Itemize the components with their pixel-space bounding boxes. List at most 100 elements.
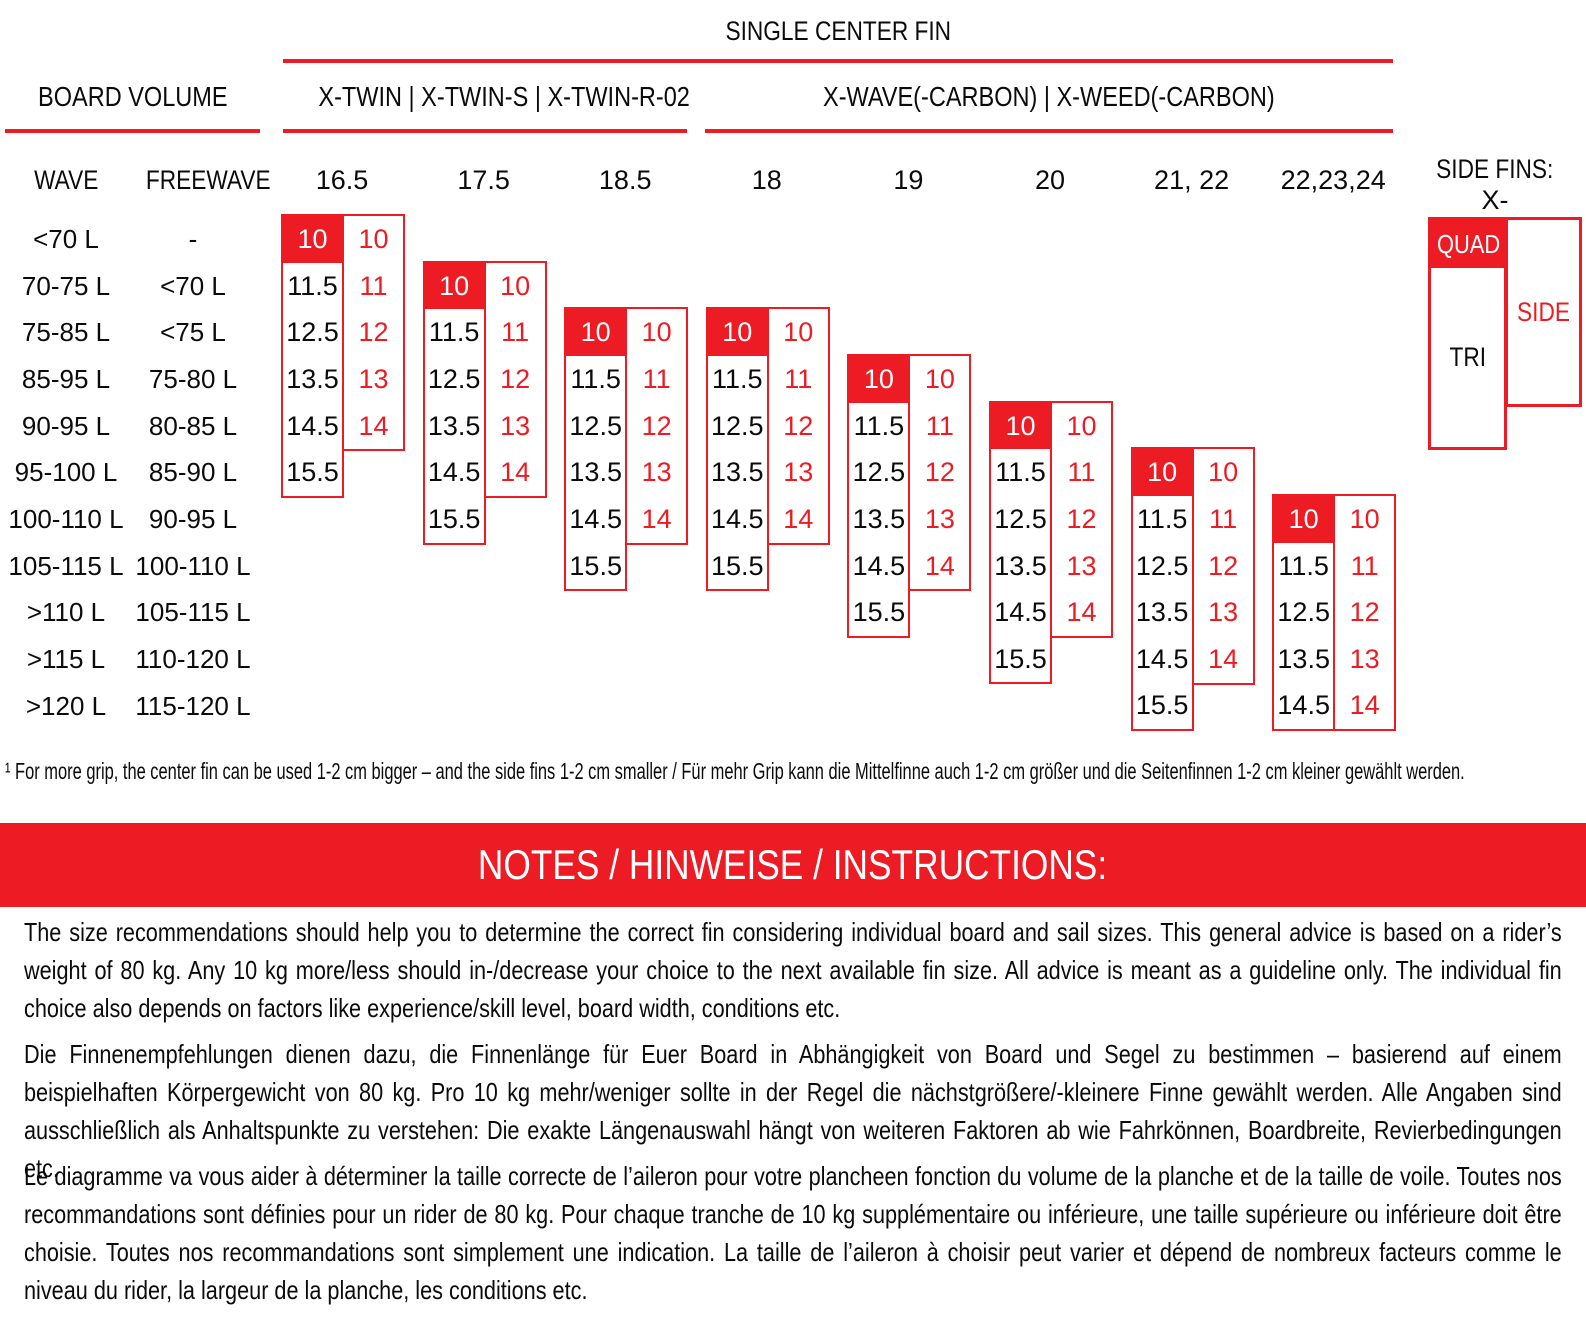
side-fin-cell: 12 bbox=[783, 410, 814, 441]
side-fin-column: 10 11 12 13 14 bbox=[766, 307, 830, 545]
side-fin-cell: 10 bbox=[641, 317, 672, 348]
side-fin-cell: 13 bbox=[1208, 597, 1239, 628]
side-fin-cell: 10 bbox=[500, 270, 531, 301]
center-fin-column: 10 11.5 12.5 13.5 14.5 15.5 bbox=[847, 353, 911, 638]
side-fin-cell: 12 bbox=[641, 410, 672, 441]
center-fin-cell: 14.5 bbox=[994, 597, 1047, 628]
center-fin-cell: 14.5 bbox=[852, 550, 906, 581]
side-fin-cell: 12 bbox=[358, 317, 389, 348]
center-fin-cell: 10 bbox=[566, 309, 626, 356]
title-divider bbox=[283, 59, 1393, 63]
side-fin-column: 10 11 12 13 14 bbox=[1191, 447, 1255, 685]
side-fin-cell: 13 bbox=[1066, 550, 1097, 581]
center-fin-cell: 10 bbox=[707, 309, 767, 356]
center-fin-cell: 11.5 bbox=[287, 270, 338, 301]
center-fin-column: 10 11.5 12.5 13.5 14.5 15.5 bbox=[989, 400, 1052, 685]
center-fin-cell: 11.5 bbox=[1278, 550, 1329, 581]
center-fin-cell: 13.5 bbox=[1277, 643, 1330, 674]
center-fin-cell: 13.5 bbox=[852, 503, 906, 534]
notes-banner: NOTES / HINWEISE / INSTRUCTIONS: bbox=[0, 823, 1586, 907]
center-fin-cell: 11.5 bbox=[570, 363, 621, 394]
side-fin-cell: 10 bbox=[783, 317, 814, 348]
center-fin-cell: 13.5 bbox=[286, 363, 339, 394]
sail-size-header: 22,23,24 bbox=[1280, 165, 1386, 195]
notes-paragraph-de: Die Finnenempfehlungen dienen dazu, die … bbox=[24, 1039, 1562, 1183]
side-fin-cell: 14 bbox=[1208, 643, 1239, 674]
center-fin-cell: 12.5 bbox=[569, 410, 622, 441]
wave-row-label: 105-115 L bbox=[8, 550, 124, 581]
side-fin-cell: 10 bbox=[1349, 503, 1380, 534]
footnote: ¹ For more grip, the center fin can be u… bbox=[5, 758, 1465, 784]
center-fin-cell: 11.5 bbox=[428, 317, 480, 348]
sail-size-header: 18 bbox=[751, 165, 782, 195]
side-fin-cell: 11 bbox=[1350, 550, 1379, 581]
wave-row-label: 95-100 L bbox=[14, 457, 118, 488]
center-fin-cell: 12.5 bbox=[1135, 550, 1189, 581]
center-fin-cell: 13.5 bbox=[994, 550, 1047, 581]
wave-row-label: 75-85 L bbox=[21, 317, 111, 348]
center-fin-cell: 12.5 bbox=[286, 317, 339, 348]
side-fin-cell: 11 bbox=[642, 363, 671, 394]
center-fin-cell: 12.5 bbox=[427, 363, 481, 394]
wave-row-label: <70 L bbox=[33, 224, 99, 254]
freewave-row-label: 105-115 L bbox=[135, 597, 251, 628]
fin-group-1-divider bbox=[283, 129, 687, 133]
side-fin-column: 10 11 12 13 14 bbox=[483, 260, 547, 498]
wave-row-label: 90-95 L bbox=[21, 410, 111, 441]
sail-size-header: 19 bbox=[893, 165, 924, 195]
wave-row-label: 85-95 L bbox=[21, 363, 111, 394]
freewave-row-label: 90-95 L bbox=[148, 503, 238, 534]
freewave-row-label: 115-120 L bbox=[135, 690, 251, 721]
wave-row-label: 100-110 L bbox=[8, 503, 124, 534]
side-fin-cell: 13 bbox=[641, 457, 672, 488]
sail-size-header: 16.5 bbox=[315, 165, 369, 195]
center-fin-column: 10 11.5 12.5 13.5 14.5 15.5 bbox=[705, 307, 769, 592]
center-fin-cell: 12.5 bbox=[852, 457, 906, 488]
side-fin-cell: 11 bbox=[925, 410, 954, 441]
side-fin-cell: 10 bbox=[1066, 410, 1097, 441]
side-fin-cell: 13 bbox=[783, 457, 814, 488]
center-fin-cell: 11.5 bbox=[1136, 503, 1188, 534]
fin-group-2-divider bbox=[705, 129, 1393, 133]
center-fin-cell: 12.5 bbox=[1277, 597, 1330, 628]
sail-size-header: 21, 22 bbox=[1154, 165, 1230, 195]
side-fin-cell: 11 bbox=[359, 270, 388, 301]
board-volume-header: BOARD VOLUME bbox=[37, 81, 228, 112]
center-fin-cell: 13.5 bbox=[427, 410, 481, 441]
freewave-row-label: 100-110 L bbox=[135, 550, 251, 581]
side-fin-cell: 12 bbox=[924, 457, 955, 488]
freewave-column-header: FREEWAVE bbox=[145, 165, 271, 195]
side-legend-box: SIDE bbox=[1505, 217, 1582, 407]
side-fin-cell: 11 bbox=[784, 363, 813, 394]
center-fin-cell: 15.5 bbox=[569, 550, 622, 581]
quad-tri-legend-box: QUAD TRI bbox=[1428, 217, 1507, 450]
side-fin-cell: 10 bbox=[1208, 457, 1239, 488]
wave-row-label: >115 L bbox=[26, 643, 106, 674]
side-fin-cell: 12 bbox=[1066, 503, 1097, 534]
freewave-row-label: <70 L bbox=[160, 270, 226, 301]
wave-row-label: 70-75 L bbox=[21, 270, 111, 301]
center-fin-cell: 13.5 bbox=[569, 457, 622, 488]
side-fin-cell: 14 bbox=[924, 550, 955, 581]
center-fin-cell: 11.5 bbox=[995, 457, 1046, 488]
center-fin-cell: 10 bbox=[1274, 495, 1334, 543]
side-fin-cell: 14 bbox=[358, 410, 389, 441]
center-fin-cell: 11.5 bbox=[853, 410, 905, 441]
side-fin-cell: 13 bbox=[500, 410, 531, 441]
tri-cell: TRI bbox=[1449, 342, 1486, 372]
center-fin-cell: 15.5 bbox=[1135, 690, 1189, 721]
quad-cell: QUAD bbox=[1431, 220, 1504, 268]
center-fin-cell: 10 bbox=[1132, 449, 1192, 496]
side-fin-column: 10 11 12 13 14 bbox=[908, 353, 972, 592]
fin-size-table: <70 L - 70-75 L <70 L 75-85 L <75 L 85-95 L 75-… bbox=[8, 165, 1397, 732]
center-fin-cell: 14.5 bbox=[569, 503, 622, 534]
center-fin-cell: 15.5 bbox=[286, 457, 339, 488]
center-fin-cell: 10 bbox=[991, 402, 1050, 450]
side-fin-cell: 14 bbox=[1066, 597, 1097, 628]
side-fins-title: SIDE FINS: bbox=[1436, 154, 1554, 184]
side-fin-cell: 14 bbox=[641, 503, 672, 534]
center-fin-column: 10 11.5 12.5 13.5 14.5 15.5 bbox=[281, 214, 344, 498]
center-fin-cell: 15.5 bbox=[994, 643, 1047, 674]
fin-group-1-header: X-TWIN | X-TWIN-S | X-TWIN-R-02 bbox=[318, 81, 690, 112]
